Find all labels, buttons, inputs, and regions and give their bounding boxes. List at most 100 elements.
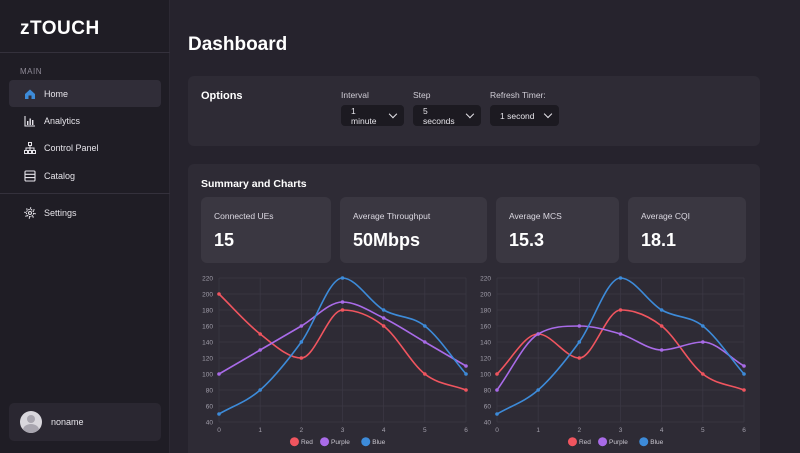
x-tick-label: 1 <box>536 427 540 434</box>
legend-label: Blue <box>372 439 385 446</box>
data-point-purple <box>701 340 705 344</box>
data-point-red <box>340 308 345 312</box>
y-tick-label: 40 <box>484 419 492 426</box>
data-point-purple <box>742 364 746 368</box>
avatar <box>20 411 42 433</box>
summary-card: Summary and Charts Connected UEs 15 Aver… <box>188 164 760 453</box>
data-point-blue <box>495 412 499 416</box>
sidebar-item-settings[interactable]: Settings <box>9 199 161 226</box>
data-point-purple <box>495 388 499 392</box>
data-point-red <box>659 324 664 328</box>
stat-label: Average MCS <box>509 211 562 221</box>
legend-label: Purple <box>609 439 628 446</box>
y-tick-label: 160 <box>480 323 491 330</box>
y-tick-label: 80 <box>484 387 492 394</box>
x-tick-label: 6 <box>742 427 746 434</box>
data-point-purple <box>577 324 582 328</box>
data-point-purple <box>381 316 386 320</box>
y-tick-label: 200 <box>202 291 213 298</box>
sidebar-section-label: MAIN <box>20 67 42 76</box>
data-point-red <box>217 292 221 296</box>
data-point-red <box>464 388 468 392</box>
data-point-blue <box>381 308 386 312</box>
data-point-purple <box>464 364 468 368</box>
y-tick-label: 180 <box>202 307 213 314</box>
options-card: Options Interval 1 minute Step 5 seconds… <box>188 76 760 146</box>
sidebar-divider <box>0 193 170 194</box>
interval-select[interactable]: 1 minute <box>341 105 404 126</box>
sidebar-item-analytics[interactable]: Analytics <box>9 107 161 134</box>
data-point-blue <box>701 324 705 328</box>
data-point-red <box>258 332 262 336</box>
step-value: 5 seconds <box>423 105 455 126</box>
line-chart-left: 40 60 80 100 120 140 160 180 200 220 0 1 2 3 4 5 6 Red Pur… <box>202 275 468 447</box>
sidebar: zTOUCH MAIN Home Analytics Control Panel… <box>0 0 170 453</box>
data-point-blue <box>464 372 468 376</box>
bar-chart-icon <box>24 115 36 127</box>
legend-label: Red <box>579 439 591 446</box>
data-point-blue <box>258 388 262 392</box>
stat-card-cqi: Average CQI 18.1 <box>628 197 746 263</box>
user-card[interactable]: noname <box>9 403 161 441</box>
step-select[interactable]: 5 seconds <box>413 105 481 126</box>
stat-label: Average CQI <box>641 211 690 221</box>
chevron-down-icon <box>388 109 398 119</box>
x-tick-label: 1 <box>258 427 262 434</box>
sidebar-item-catalog[interactable]: Catalog <box>9 162 161 189</box>
data-point-red <box>701 372 705 376</box>
step-field: Step 5 seconds <box>413 90 481 126</box>
y-tick-label: 200 <box>480 291 491 298</box>
chevron-down-icon <box>543 109 553 119</box>
y-tick-label: 140 <box>480 339 491 346</box>
legend-marker-blue <box>361 437 371 447</box>
x-tick-label: 0 <box>217 427 221 434</box>
legend-marker-red <box>567 437 577 447</box>
stat-value: 18.1 <box>641 230 677 250</box>
legend-marker-red <box>289 437 299 447</box>
data-point-blue <box>217 412 221 416</box>
sidebar-item-label: Home <box>44 88 69 99</box>
sidebar-item-home[interactable]: Home <box>9 80 161 107</box>
y-tick-label: 100 <box>480 371 491 378</box>
data-point-purple <box>258 348 262 352</box>
data-point-red <box>618 308 623 312</box>
page-title: Dashboard <box>188 34 288 55</box>
data-point-red <box>495 372 499 376</box>
stat-label: Average Throughput <box>353 211 431 221</box>
x-tick-label: 2 <box>300 427 304 434</box>
data-point-purple <box>536 332 540 336</box>
legend-marker-purple <box>598 437 608 447</box>
y-tick-label: 100 <box>202 371 213 378</box>
stat-value: 15.3 <box>509 230 545 250</box>
legend-marker-blue <box>639 437 649 447</box>
sidebar-item-label: Control Panel <box>44 142 99 153</box>
y-tick-label: 160 <box>202 323 213 330</box>
legend-label: Blue <box>650 439 663 446</box>
data-point-purple <box>659 348 664 352</box>
home-icon <box>24 88 36 100</box>
stat-card-throughput: Average Throughput 50Mbps <box>340 197 487 263</box>
data-point-purple <box>340 300 345 304</box>
summary-title: Summary and Charts <box>201 178 307 190</box>
stat-value: 15 <box>214 230 235 250</box>
options-title: Options <box>201 90 243 102</box>
data-point-purple <box>299 324 304 328</box>
data-point-red <box>423 372 427 376</box>
refresh-select[interactable]: 1 second <box>490 105 559 126</box>
sitemap-icon <box>24 141 36 154</box>
sidebar-item-control-panel[interactable]: Control Panel <box>9 134 161 161</box>
y-tick-label: 220 <box>202 275 213 282</box>
gear-icon <box>24 206 36 219</box>
data-point-red <box>381 324 386 328</box>
data-point-blue <box>577 340 582 344</box>
data-point-purple <box>423 340 427 344</box>
interval-label: Interval <box>341 90 369 100</box>
data-point-blue <box>299 340 304 344</box>
sidebar-divider <box>0 52 170 53</box>
x-tick-label: 2 <box>578 427 582 434</box>
app-logo[interactable]: zTOUCH <box>20 18 100 39</box>
legend-label: Purple <box>331 439 350 446</box>
data-point-purple <box>217 372 221 376</box>
chevron-down-icon <box>466 109 475 119</box>
sidebar-item-label: Catalog <box>44 170 76 181</box>
